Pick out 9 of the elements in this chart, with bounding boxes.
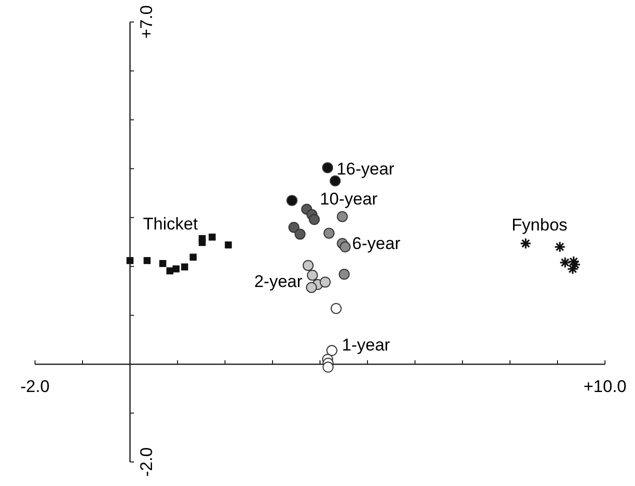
x-tick-label: +10.0 [583, 377, 627, 396]
series-label: 6-year [352, 234, 401, 253]
series-label: 16-year [336, 160, 395, 179]
series-label: 1-year [342, 336, 390, 355]
series-label: Thicket [143, 214, 198, 234]
y-tick-label: +7.0 [137, 5, 156, 39]
series-label: 2-year [254, 272, 303, 292]
series-label: 10-year [320, 190, 378, 209]
series-label: Fynbos [512, 215, 568, 234]
